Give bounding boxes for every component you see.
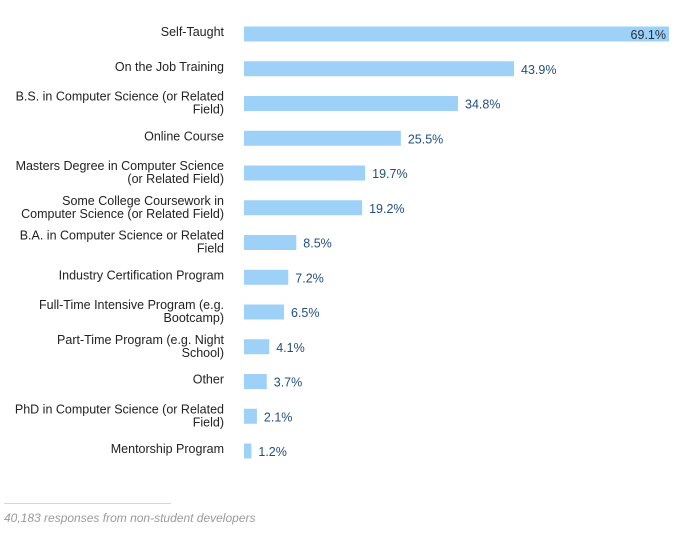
category-label-line: Field xyxy=(197,242,224,256)
value-label: 4.1% xyxy=(276,341,305,355)
footnote-divider xyxy=(4,503,171,504)
bar xyxy=(244,408,257,424)
bar xyxy=(244,269,289,285)
category-label: Mentorship Program xyxy=(111,442,224,456)
bar xyxy=(244,130,401,146)
bar xyxy=(244,374,267,389)
category-label-line: (or Related Field) xyxy=(127,172,224,186)
bar xyxy=(244,235,297,250)
category-label-line: Full-Time Intensive Program (e.g. xyxy=(39,298,224,312)
category-label: Online Course xyxy=(144,129,224,143)
category-label-line: On the Job Training xyxy=(115,60,224,74)
category-label: PhD in Computer Science (or Related Field… xyxy=(15,402,224,429)
category-label-line: Other xyxy=(193,373,224,387)
category-label-line: B.A. in Computer Science or Related xyxy=(20,229,224,243)
category-label: Masters Degree in Computer Science (or Re… xyxy=(16,159,224,186)
bar xyxy=(244,96,459,111)
category-label-line: Field) xyxy=(193,415,224,429)
category-label-line: Part-Time Program (e.g. Night xyxy=(57,333,224,347)
bar xyxy=(244,304,284,320)
category-label: On the Job Training xyxy=(115,60,224,74)
bar xyxy=(244,339,270,355)
bar xyxy=(244,443,252,459)
category-label: Part-Time Program (e.g. Night School) xyxy=(57,333,224,360)
bar xyxy=(244,61,515,77)
value-label: 2.1% xyxy=(264,410,293,424)
category-label-line: Some College Coursework in xyxy=(62,194,224,208)
value-label: 8.5% xyxy=(303,237,332,251)
category-label: Other xyxy=(193,373,224,387)
category-label-line: School) xyxy=(182,346,224,360)
category-label-line: B.S. in Computer Science (or Related xyxy=(16,90,224,104)
category-label-line: Mentorship Program xyxy=(111,442,224,456)
bar xyxy=(244,200,363,216)
value-label: 25.5% xyxy=(408,132,443,146)
value-label: 34.8% xyxy=(465,98,500,112)
category-label-line: Masters Degree in Computer Science xyxy=(16,159,224,173)
category-label: Full-Time Intensive Program (e.g. Bootcam… xyxy=(39,298,224,325)
category-label: Industry Certification Program xyxy=(59,268,224,282)
category-label-line: Self-Taught xyxy=(161,25,225,39)
value-label: 19.2% xyxy=(369,202,404,216)
value-label: 69.1% xyxy=(631,28,666,42)
category-label: Self-Taught xyxy=(161,25,225,39)
category-label-line: Bootcamp) xyxy=(164,311,224,325)
category-label-line: Computer Science (or Related Field) xyxy=(21,207,224,221)
value-label: 43.9% xyxy=(521,63,556,77)
category-label: Some College Coursework in Computer Scien… xyxy=(21,194,224,221)
footnote: 40,183 responses from non-student develo… xyxy=(4,511,256,525)
category-label-line: Industry Certification Program xyxy=(59,268,224,282)
category-label: B.A. in Computer Science or Related Field xyxy=(20,229,224,256)
category-label: B.S. in Computer Science (or Related Fiel… xyxy=(16,90,224,117)
value-label: 7.2% xyxy=(295,271,324,285)
value-label: 19.7% xyxy=(372,167,407,181)
value-label: 6.5% xyxy=(291,306,320,320)
bar xyxy=(244,165,366,181)
value-label: 3.7% xyxy=(274,376,303,390)
category-label-line: Field) xyxy=(193,103,224,117)
value-label: 1.2% xyxy=(258,445,287,459)
category-label-line: Online Course xyxy=(144,129,224,143)
bar xyxy=(244,26,669,42)
category-label-line: PhD in Computer Science (or Related xyxy=(15,402,224,416)
bar-chart: Self-Taught 69.1% On the Job Training 43.9%… xyxy=(15,25,669,459)
